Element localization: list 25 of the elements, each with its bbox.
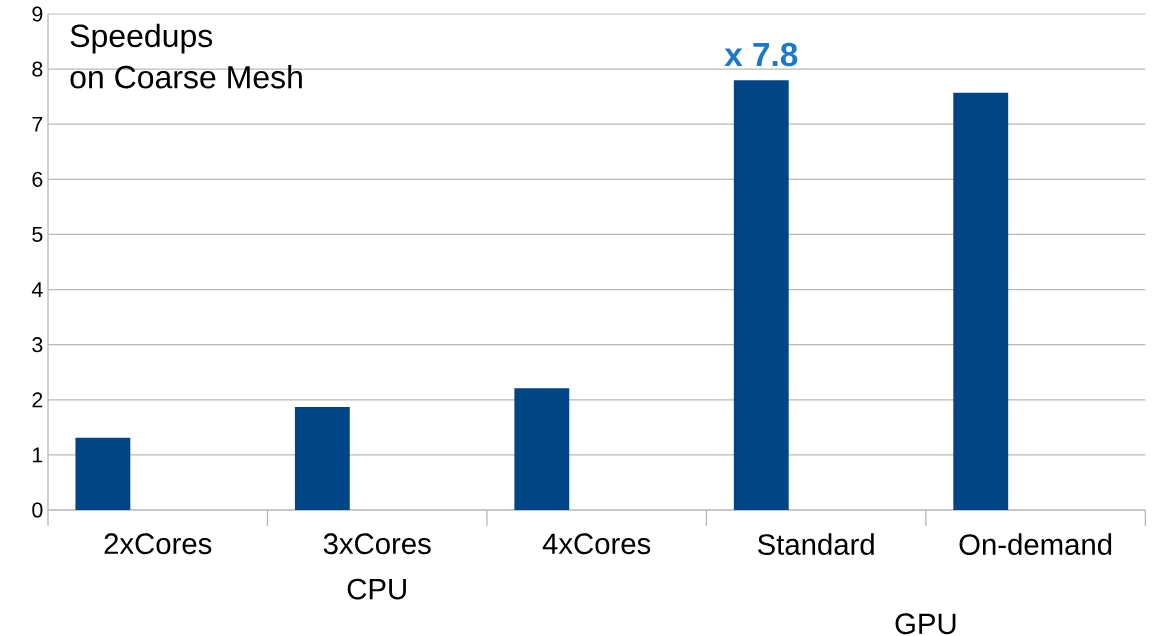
x-tick-label: 4xCores [542,533,651,555]
y-tick-label: 1 [33,447,43,463]
text: CPU [347,578,406,600]
y-tick-label: 8 [32,61,43,77]
text: on Coarse Mesh [70,65,302,89]
y-tick-label: 0 [32,502,43,518]
y-tick-label: 9 [32,6,43,22]
y-tick-label: 3 [32,337,43,353]
bar [75,437,131,510]
y-tick-label: 7 [32,116,43,132]
x-tick-label: Standard [757,533,874,555]
y-tick-label: 2 [32,392,43,408]
x-tick-label: 3xCores [323,533,431,555]
y-tick-label: 5 [32,227,43,242]
y-tick-label: 6 [32,171,43,187]
bar [294,406,350,510]
annotation: x 7.8 [724,42,798,67]
text: GPU [895,613,956,635]
y-tick-label: 4 [31,282,43,297]
x-tick-label: On-demand [959,533,1112,555]
chart-title: Speedups [70,23,213,54]
bar [733,80,789,510]
bar [953,92,1009,510]
bar [514,388,570,510]
x-tick-label: 2xCores [104,533,212,555]
